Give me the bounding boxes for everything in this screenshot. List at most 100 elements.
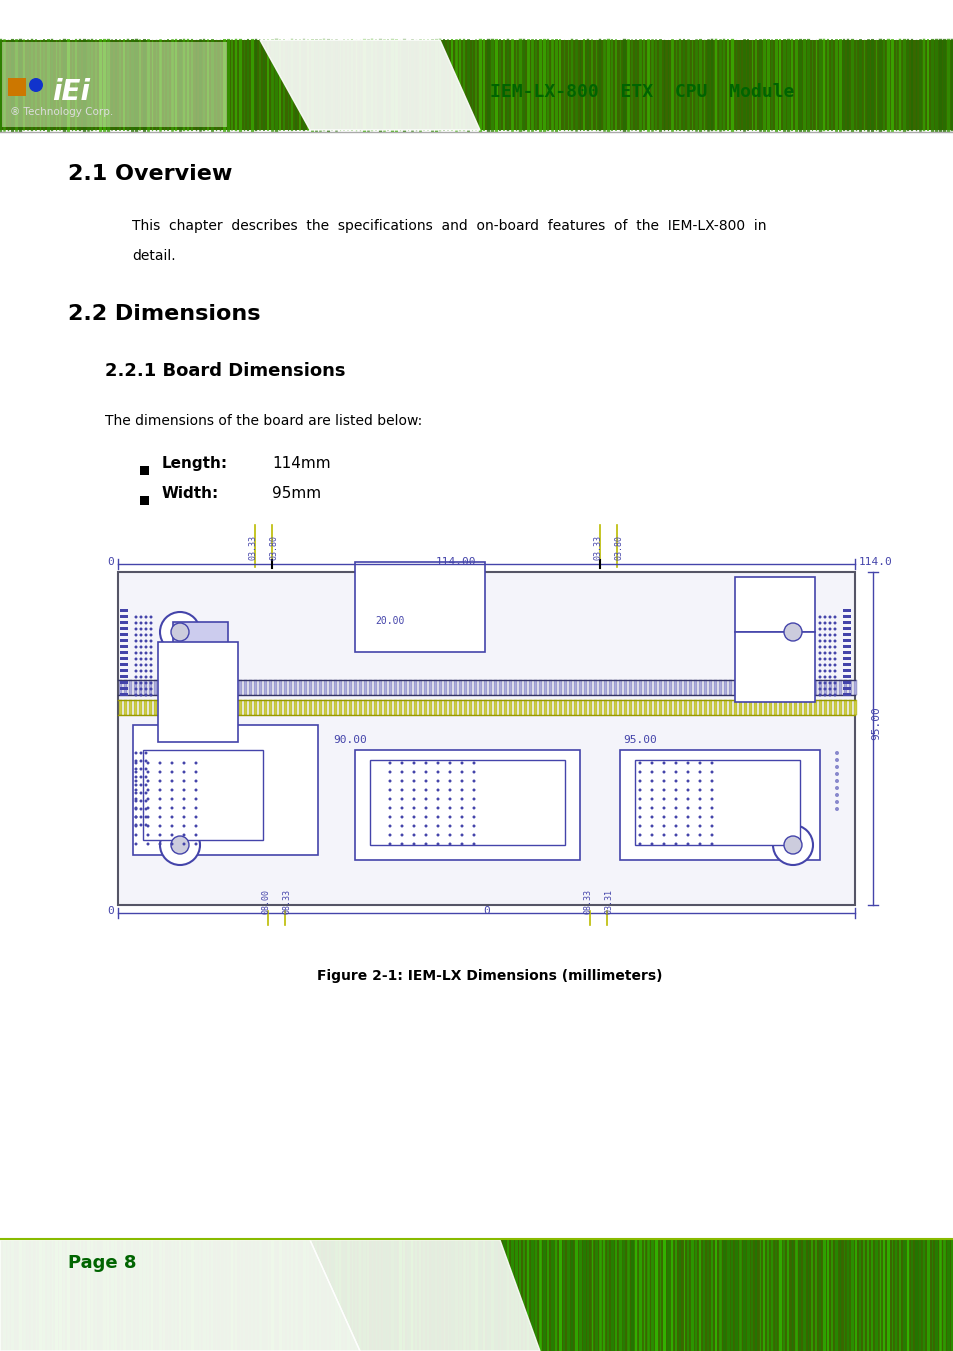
Bar <box>249 680 252 694</box>
Circle shape <box>448 770 451 774</box>
Bar <box>842 639 850 642</box>
Bar <box>159 700 162 715</box>
Bar <box>588 700 592 715</box>
Bar <box>703 700 706 715</box>
Circle shape <box>144 688 148 690</box>
Bar <box>568 700 572 715</box>
Bar <box>434 680 436 694</box>
Circle shape <box>822 658 825 661</box>
Circle shape <box>139 651 142 654</box>
Bar <box>120 620 128 624</box>
Text: 2.1 Overview: 2.1 Overview <box>68 163 233 184</box>
Circle shape <box>834 771 838 775</box>
Bar <box>748 700 751 715</box>
Circle shape <box>827 663 831 666</box>
Circle shape <box>472 843 475 846</box>
Bar <box>783 700 786 715</box>
Bar <box>713 680 717 694</box>
Bar <box>574 680 577 694</box>
Circle shape <box>698 807 700 809</box>
Circle shape <box>661 762 665 765</box>
Circle shape <box>833 621 836 624</box>
Circle shape <box>686 824 689 828</box>
Circle shape <box>134 784 137 786</box>
Circle shape <box>822 688 825 690</box>
Text: ® Technology Corp.: ® Technology Corp. <box>10 107 113 118</box>
Bar <box>274 700 276 715</box>
Bar <box>239 700 242 715</box>
Circle shape <box>472 797 475 801</box>
Bar <box>389 700 392 715</box>
Bar <box>743 680 746 694</box>
Bar <box>498 680 501 694</box>
Bar <box>728 700 731 715</box>
Circle shape <box>661 780 665 782</box>
Circle shape <box>833 651 836 654</box>
Circle shape <box>139 775 142 778</box>
Bar <box>679 680 681 694</box>
Bar <box>523 680 526 694</box>
Bar <box>149 680 152 694</box>
Circle shape <box>147 762 150 765</box>
Circle shape <box>147 843 150 846</box>
Circle shape <box>134 807 137 809</box>
Circle shape <box>388 780 391 782</box>
Circle shape <box>171 789 173 792</box>
Circle shape <box>436 780 439 782</box>
Circle shape <box>436 807 439 809</box>
Circle shape <box>424 816 427 819</box>
Circle shape <box>144 663 148 666</box>
Bar <box>329 700 332 715</box>
Bar <box>748 680 751 694</box>
Circle shape <box>144 800 148 802</box>
Circle shape <box>182 780 185 782</box>
Bar <box>120 644 128 648</box>
Circle shape <box>822 634 825 636</box>
Bar <box>244 680 247 694</box>
Circle shape <box>827 681 831 685</box>
Bar <box>733 700 737 715</box>
Bar <box>842 627 850 630</box>
Circle shape <box>448 780 451 782</box>
Circle shape <box>436 770 439 774</box>
Bar <box>529 680 532 694</box>
Text: 114.00: 114.00 <box>436 557 476 567</box>
Circle shape <box>436 824 439 828</box>
Circle shape <box>150 688 152 690</box>
Circle shape <box>661 816 665 819</box>
Bar <box>369 700 372 715</box>
Circle shape <box>400 789 403 792</box>
Bar <box>833 680 836 694</box>
Bar <box>349 680 352 694</box>
Bar <box>518 680 521 694</box>
Circle shape <box>144 816 148 819</box>
Bar <box>159 680 162 694</box>
Bar <box>842 608 850 612</box>
Circle shape <box>710 789 713 792</box>
Bar <box>204 680 207 694</box>
Bar <box>703 680 706 694</box>
Bar <box>244 700 247 715</box>
Bar <box>334 700 336 715</box>
Bar <box>635 761 800 844</box>
Circle shape <box>158 816 161 819</box>
Bar <box>438 700 441 715</box>
Circle shape <box>144 676 148 678</box>
Bar <box>618 700 621 715</box>
Circle shape <box>171 770 173 774</box>
Circle shape <box>134 658 137 661</box>
Bar <box>523 700 526 715</box>
Bar <box>120 693 128 696</box>
Bar <box>842 615 850 617</box>
Circle shape <box>158 807 161 809</box>
Bar <box>668 700 671 715</box>
Circle shape <box>134 616 137 619</box>
Bar <box>434 700 436 715</box>
Bar <box>503 700 506 715</box>
Bar <box>429 680 432 694</box>
Bar <box>628 700 631 715</box>
Bar <box>140 466 149 476</box>
Bar <box>768 680 771 694</box>
Bar <box>318 700 322 715</box>
Circle shape <box>388 797 391 801</box>
